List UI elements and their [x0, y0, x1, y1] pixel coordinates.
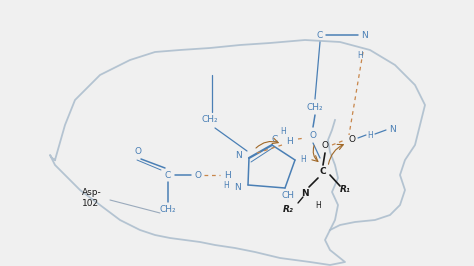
Text: N: N	[362, 31, 368, 39]
Text: C: C	[272, 135, 278, 144]
Text: H: H	[367, 131, 373, 139]
Text: H: H	[315, 201, 321, 210]
Text: N: N	[301, 189, 309, 198]
Text: O: O	[194, 171, 201, 180]
Text: O: O	[321, 140, 328, 149]
Text: CH₂: CH₂	[160, 206, 176, 214]
Text: Asp-
102: Asp- 102	[82, 188, 102, 208]
Text: CH: CH	[282, 192, 294, 201]
Text: O: O	[310, 131, 317, 139]
Text: R₂: R₂	[283, 206, 293, 214]
Text: H: H	[287, 138, 293, 147]
Text: H: H	[280, 127, 286, 136]
Text: N: N	[236, 151, 242, 160]
Text: C: C	[165, 171, 171, 180]
Text: C: C	[317, 31, 323, 39]
Text: C: C	[319, 168, 326, 177]
Text: R₁: R₁	[339, 185, 350, 194]
Text: O: O	[135, 148, 142, 156]
Text: N: N	[235, 184, 241, 193]
Text: H: H	[225, 171, 231, 180]
Text: N: N	[390, 126, 396, 135]
Text: H: H	[357, 51, 363, 60]
Text: CH₂: CH₂	[202, 115, 219, 124]
Text: H: H	[300, 156, 306, 164]
Text: O: O	[348, 135, 356, 144]
Text: CH₂: CH₂	[307, 102, 323, 111]
Text: H: H	[223, 181, 229, 189]
